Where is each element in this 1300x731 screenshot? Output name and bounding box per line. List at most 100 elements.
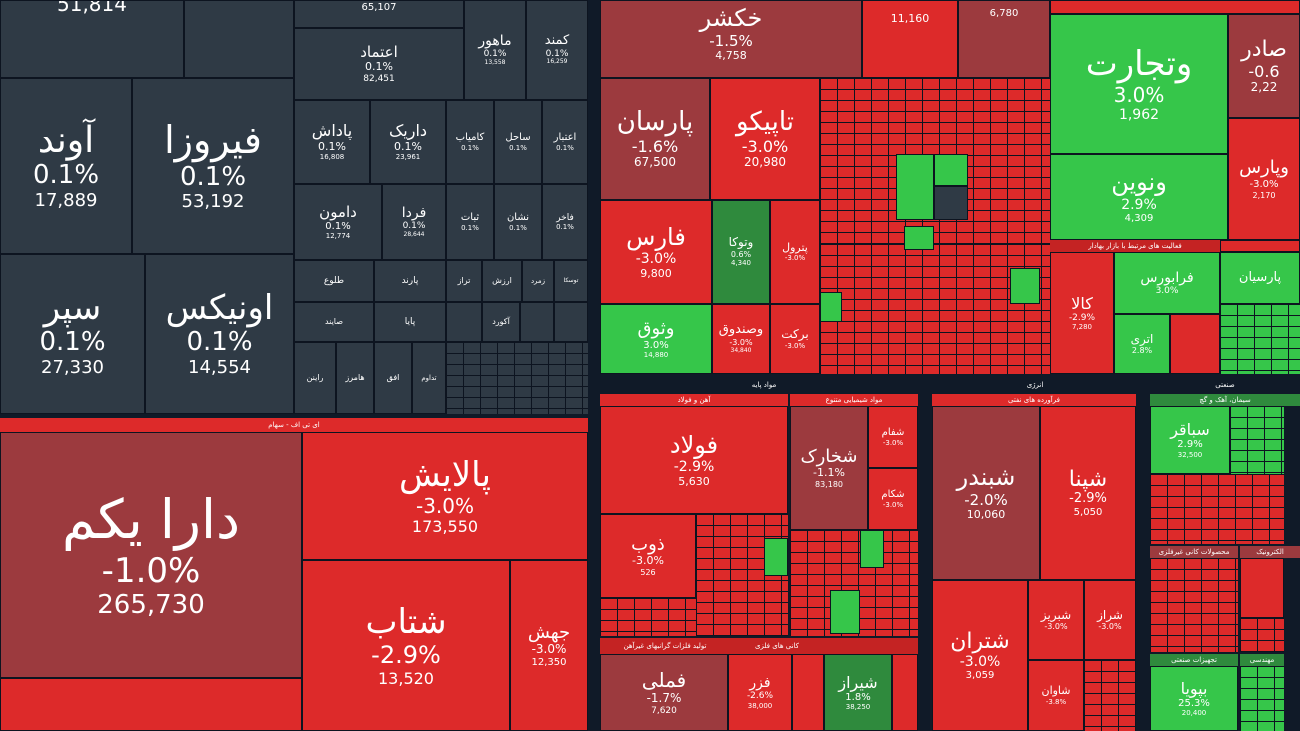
stock-tile[interactable]	[764, 538, 788, 576]
stock-tile[interactable]: شیراز 1.8% 38,250	[824, 654, 892, 731]
stock-tile[interactable]: نشان 0.1%	[494, 184, 542, 260]
stock-tile[interactable]: سباقر 2.9% 32,500	[1150, 406, 1230, 474]
stock-tile[interactable]: شاوان -3.8%	[1028, 660, 1084, 731]
stock-tile[interactable]: 65,107	[294, 0, 464, 28]
stock-tile[interactable]: داریک 0.1% 23,961	[370, 100, 446, 184]
stock-tile[interactable]: ونوین 2.9% 4,309	[1050, 154, 1228, 240]
stock-tile[interactable]: شراز -3.0%	[1084, 580, 1136, 660]
stock-tile[interactable]	[520, 302, 554, 342]
stock-tile[interactable]: پارند	[374, 260, 446, 302]
stock-tile[interactable]: صادر -0.6 2,22	[1228, 14, 1300, 118]
stock-tile[interactable]: فملی -1.7% 7,620	[600, 654, 728, 731]
stock-tile[interactable]: تداوم	[412, 342, 446, 414]
stock-tile[interactable]: ارزش	[482, 260, 522, 302]
stock-tile[interactable]: تاپیکو -3.0% 20,980	[710, 78, 820, 200]
stock-tile[interactable]: شخارک -1.1% 83,180	[790, 406, 868, 530]
stock-tile[interactable]: فارس -3.0% 9,800	[600, 200, 712, 304]
stock-tile[interactable]: وتجارت 3.0% 1,962	[1050, 14, 1228, 154]
stock-tile[interactable]: ثبات 0.1%	[446, 184, 494, 260]
stock-tile[interactable]: اتری 2.8%	[1114, 314, 1170, 374]
stock-tile[interactable]: اعتماد 0.1% 82,451	[294, 28, 464, 100]
tile-percent: -3.0%	[1249, 179, 1279, 190]
stock-tile[interactable]	[1010, 268, 1040, 304]
stock-tile[interactable]: وپارس -3.0% 2,170	[1228, 118, 1300, 240]
stock-tile[interactable]	[1050, 0, 1300, 14]
tile-name: فاخر	[556, 212, 574, 223]
stock-tile[interactable]: شتاب -2.9% 13,520	[302, 560, 510, 731]
stock-tile[interactable]	[904, 226, 934, 250]
stock-tile[interactable]: ذوب -3.0% 526	[600, 514, 696, 598]
stock-tile[interactable]: پترول -3.0%	[770, 200, 820, 304]
stock-tile[interactable]: راینن	[294, 342, 336, 414]
stock-tile[interactable]: پالایش -3.0% 173,550	[302, 432, 588, 560]
stock-tile[interactable]: طلوع	[294, 260, 374, 302]
stock-tile[interactable]: شکام -3.0%	[868, 468, 918, 530]
stock-tile[interactable]: هامرز	[336, 342, 374, 414]
stock-tile[interactable]: بپویا 25.3% 20,400	[1150, 666, 1238, 731]
stock-tile[interactable]: آوند 0.1% 17,889	[0, 78, 132, 254]
stock-tile[interactable]: توسکا	[554, 260, 588, 302]
stock-tile[interactable]	[830, 590, 860, 634]
stock-tile[interactable]: سپر 0.1% 27,330	[0, 254, 145, 414]
stock-tile[interactable]: 11,160	[862, 0, 958, 78]
stock-tile[interactable]: وصندوق -3.0% 34,840	[712, 304, 770, 374]
stock-tile[interactable]	[896, 154, 934, 220]
stock-tile[interactable]: تراز	[446, 260, 482, 302]
stock-tile[interactable]	[184, 0, 294, 78]
tile-name: پارسان	[616, 106, 694, 137]
stock-tile[interactable]: کامیاب 0.1%	[446, 100, 494, 184]
sector-header-non-metallic: محصولات کانی غیرفلزی	[1150, 546, 1238, 558]
stock-tile[interactable]: کالا -2.9% 7,280	[1050, 252, 1114, 374]
stock-tile[interactable]: پارسیان	[1220, 252, 1300, 304]
stock-tile[interactable]	[892, 654, 918, 731]
stock-tile[interactable]	[860, 530, 884, 568]
stock-tile[interactable]: فرابورس 3.0%	[1114, 252, 1220, 314]
stock-tile[interactable]: شپنا -2.9% 5,050	[1040, 406, 1136, 580]
stock-tile[interactable]: جهش -3.0% 12,350	[510, 560, 588, 731]
stock-tile[interactable]: وتوکا 0.6% 4,340	[712, 200, 770, 304]
stock-tile[interactable]: ماهور 0.1% 13,558	[464, 0, 526, 100]
stock-tile[interactable]: فردا 0.1% 28,644	[382, 184, 446, 260]
tile-name: وپارس	[1239, 157, 1289, 179]
tile-percent: -0.6	[1248, 61, 1280, 81]
stock-tile[interactable]: کمند 0.1% 16,259	[526, 0, 588, 100]
stock-tile[interactable]: وثوق 3.0% 14,880	[600, 304, 712, 374]
stock-tile[interactable]: خکشر -1.5% 4,758	[600, 0, 862, 78]
stock-tile[interactable]: پارسان -1.6% 67,500	[600, 78, 710, 200]
stock-tile[interactable]: شفام -3.0%	[868, 406, 918, 468]
stock-tile[interactable]: شبریز -3.0%	[1028, 580, 1084, 660]
stock-tile[interactable]: پایا	[374, 302, 446, 342]
stock-tile[interactable]: 51,814	[0, 0, 184, 78]
stock-tile[interactable]: برکت -3.0%	[770, 304, 820, 374]
stock-tile[interactable]	[792, 654, 824, 731]
stock-tile[interactable]	[1240, 558, 1284, 618]
stock-tile[interactable]: اعتبار 0.1%	[542, 100, 588, 184]
stock-tile[interactable]: 6,780	[958, 0, 1050, 78]
stock-tile[interactable]: دارا یکم -1.0% 265,730	[0, 432, 302, 678]
tile-percent: 25.3%	[1178, 697, 1210, 709]
stock-tile[interactable]: فولاد -2.9% 5,630	[600, 406, 788, 514]
stock-tile[interactable]	[934, 154, 968, 186]
stock-tile[interactable]	[934, 186, 968, 220]
stock-tile[interactable]: شبندر -2.0% 10,060	[932, 406, 1040, 580]
stock-tile[interactable]	[1170, 314, 1220, 374]
tile-name: ماهور	[478, 33, 512, 50]
stock-tile[interactable]: شتران -3.0% 3,059	[932, 580, 1028, 731]
stock-tile[interactable]: دامون 0.1% 12,774	[294, 184, 382, 260]
stock-tile[interactable]: اونیکس 0.1% 14,554	[145, 254, 294, 414]
stock-tile[interactable]	[446, 302, 482, 342]
stock-tile[interactable]	[820, 292, 842, 322]
stock-tile[interactable]: فزر -2.6% 38,000	[728, 654, 792, 731]
stock-tile[interactable]: صایند	[294, 302, 374, 342]
stock-tile[interactable]	[1220, 240, 1300, 252]
stock-tile[interactable]: افق	[374, 342, 412, 414]
stock-tile[interactable]: زمرد	[522, 260, 554, 302]
tile-name: اعتبار	[553, 132, 577, 144]
stock-tile[interactable]: ساحل 0.1%	[494, 100, 542, 184]
stock-tile[interactable]: فاخر 0.1%	[542, 184, 588, 260]
stock-tile[interactable]: پاداش 0.1% 16,808	[294, 100, 370, 184]
stock-tile[interactable]: آکورد	[482, 302, 520, 342]
stock-tile[interactable]	[554, 302, 588, 342]
stock-tile[interactable]	[0, 678, 302, 731]
stock-tile[interactable]: فیروزا 0.1% 53,192	[132, 78, 294, 254]
